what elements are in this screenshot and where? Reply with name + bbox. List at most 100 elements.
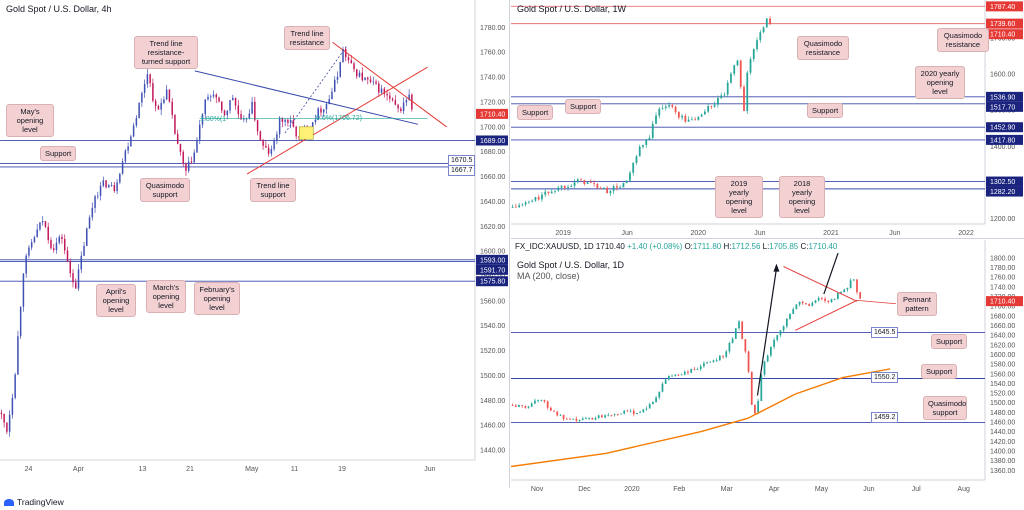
candle-body [795,304,798,310]
candle-body [750,371,753,405]
candle-body [620,413,622,415]
panel-h4[interactable]: 1440.00 1460.00 1480.00 1500.00 1520.00 1540.… [0,0,510,488]
candle-body [782,326,785,331]
candle-body [749,59,752,73]
chart-title: Gold Spot / U.S. Dollar, 4h [6,4,112,14]
y-tick-label: 1440.00 [990,429,1015,436]
chart-h4[interactable]: 1440.00 1460.00 1480.00 1500.00 1520.00 1540.… [0,0,509,488]
candle-body [725,351,728,357]
x-tick-label: 2020 [624,486,640,493]
candle-body [540,400,543,401]
candle-body [801,301,804,304]
candle-body [325,103,328,110]
candle-body [762,27,765,33]
candle-body [671,375,673,377]
candle-body [22,273,25,307]
candle-body [25,255,27,274]
chart-w1[interactable]: 1200.001300.001400.001500.001600.001700.… [511,0,1024,238]
candle-body [720,95,723,98]
candle-body [697,116,700,120]
price-label-text: 1710.40 [990,299,1015,306]
panel-d1[interactable]: 1360.00 1380.00 1400.00 1420.00 1440.00 1460.… [511,240,1024,496]
candle-body [353,63,355,70]
candle-body [534,400,536,404]
price-label-bg [986,29,1023,40]
candle-body [375,81,377,84]
candle-body [739,60,742,87]
candle-body [713,104,716,107]
candle-body [573,182,576,186]
candle-body [204,99,207,115]
price-label: 1593.00 [476,254,508,265]
change: +1.40 (+0.08%) [627,242,683,251]
candle-body [645,408,648,410]
candle-body [221,101,223,111]
candle-body [528,201,530,203]
note-trend-resistance: Trend line resistance [284,26,330,50]
chart-d1[interactable]: 1360.00 1380.00 1400.00 1420.00 1440.00 1460.… [511,240,1024,496]
high: 1712.56 [731,242,761,251]
candle-body [232,97,234,101]
candle-body [33,237,36,243]
candle-body [389,95,391,99]
candle-body [110,185,113,186]
level-tag-1645-5: 1645.5 [871,327,899,338]
candle-body [314,119,317,123]
candle-body [6,422,8,432]
candle-body [722,355,724,357]
candle-body [124,150,127,162]
price-label-bg [476,264,508,275]
price-label: 1787.40 [986,1,1023,12]
candle-body [575,418,578,421]
level-tag-1550-2: 1550.2 [871,372,899,383]
candle-body [52,248,55,251]
y-tick-label: 1780.00 [990,265,1015,272]
candle-body [0,412,3,415]
y-tick-label: 1560.00 [480,298,505,305]
y-tick-label: 1680.00 [480,149,505,156]
candle-body [547,191,550,194]
y-tick-label: 1500.00 [480,373,505,380]
candle-body [677,374,680,376]
candle-body [537,197,540,200]
x-tick-label: 2022 [958,230,974,237]
candle-body [182,151,184,164]
price-label-bg [986,134,1023,145]
highlight-zone [298,126,314,140]
price-label: 1517.70 [986,101,1023,112]
candle-body [361,72,364,81]
trendline-resistance [332,41,447,128]
candle-body [610,414,613,416]
candle-body [840,292,842,294]
panel-w1[interactable]: 1200.001300.001400.001500.001600.001700.… [511,0,1024,239]
tradingview-logo[interactable]: TradingView [4,497,64,507]
candle-body [687,119,690,122]
price-label-bg [986,101,1023,112]
candle-body [311,122,314,129]
y-tick-label: 1660.00 [480,174,505,181]
candle-body [514,405,517,407]
price-label: 1739.60 [986,18,1023,29]
y-tick-label: 1620.00 [990,342,1015,349]
candle-body [378,83,380,93]
candle-body [789,313,791,319]
candle-body [212,94,215,97]
trendline-support [246,66,428,175]
price-label: 1282.20 [986,186,1023,197]
candle-body [638,146,641,157]
tradingview-icon [4,499,14,507]
candle-body [674,374,677,376]
candle-body [586,182,589,184]
candle-body [187,161,190,171]
candle-body [626,410,629,412]
candle-body [731,338,734,343]
candle-body [273,140,275,150]
level-tag-1667-7: 1667.7 [448,165,476,176]
candle-body [245,118,248,120]
candle-body [743,86,745,112]
price-label-text: 1710.40 [480,111,505,118]
candle-body [661,108,664,109]
candle-body [583,180,586,184]
candle-body [80,255,83,270]
candle-body [342,48,344,63]
